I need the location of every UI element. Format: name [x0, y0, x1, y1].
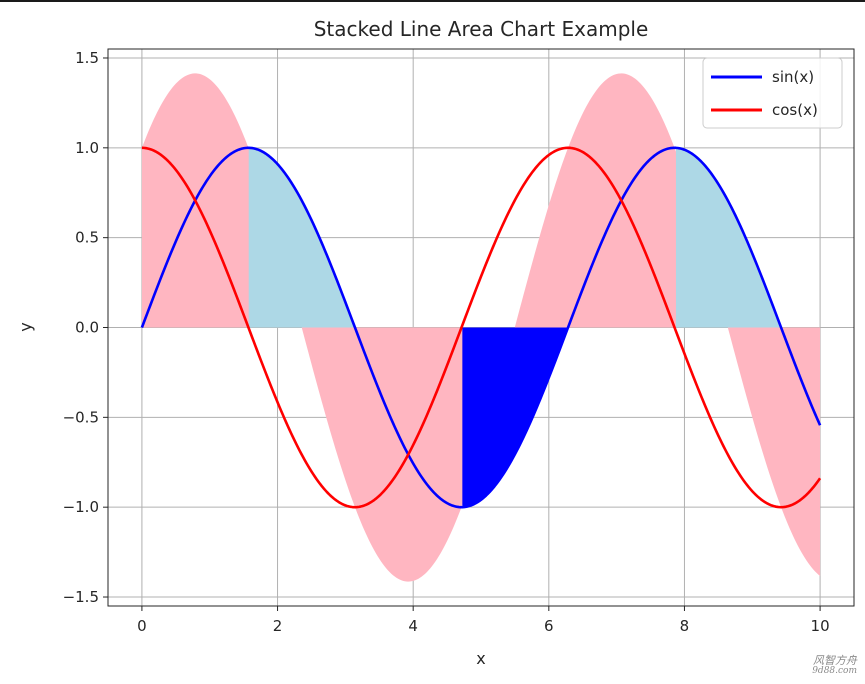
- series-line-sin: [140, 146, 822, 509]
- watermark-main: 风智方舟: [813, 654, 857, 668]
- y-tick-label: 0.0: [75, 319, 99, 337]
- y-tick-label: 0.5: [75, 229, 99, 247]
- y-tick-label: 1.5: [75, 49, 99, 67]
- series-lines: [140, 146, 822, 509]
- legend: sin(x) cos(x): [702, 57, 843, 129]
- y-tick-label: −1.5: [63, 588, 99, 606]
- chart-title: Stacked Line Area Chart Example: [314, 17, 649, 41]
- fill-area-sin-positive: [248, 147, 354, 328]
- series-line-cos: [141, 146, 822, 509]
- x-axis-ticks: 0 2 4 6 8 10: [137, 606, 830, 635]
- fill-areas: [141, 73, 821, 582]
- x-axis-label: x: [476, 649, 485, 668]
- y-axis-label: y: [16, 322, 35, 331]
- watermark-sub: 9d88.com: [812, 665, 857, 676]
- y-tick-label: 1.0: [75, 139, 99, 157]
- watermark: 风智方舟 9d88.com: [812, 655, 857, 676]
- x-tick-label: 2: [273, 617, 283, 635]
- x-tick-label: 10: [811, 617, 830, 635]
- legend-label-sin: sin(x): [772, 68, 814, 86]
- fill-area-sin-positive: [675, 147, 780, 328]
- y-tick-label: −0.5: [63, 408, 99, 426]
- y-tick-label: −1.0: [63, 498, 99, 516]
- top-border: [0, 0, 865, 2]
- fill-area-sin-negative: [462, 327, 568, 508]
- x-tick-label: 8: [680, 617, 690, 635]
- y-axis-ticks: −1.5 −1.0 −0.5 0.0 0.5 1.0 1.5: [63, 49, 108, 606]
- x-tick-label: 4: [408, 617, 418, 635]
- x-tick-label: 6: [544, 617, 554, 635]
- legend-label-cos: cos(x): [772, 101, 818, 119]
- x-tick-label: 0: [137, 617, 147, 635]
